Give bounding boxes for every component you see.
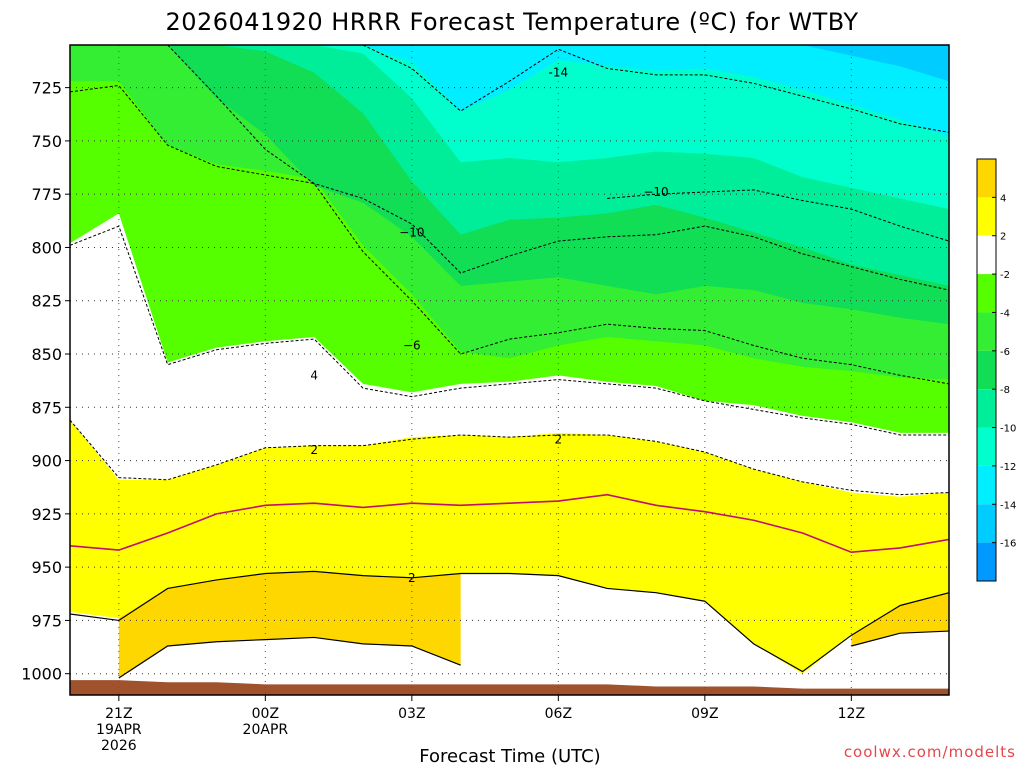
plot-frame [69,44,950,696]
colorbar-tick-label: -6 [1000,347,1010,358]
colorbar-swatch [977,427,996,466]
isotherm-line [70,419,949,496]
y-tick-label: 850 [31,345,62,364]
y-tick-label: 925 [31,505,62,524]
y-tick-label: 875 [31,398,62,417]
isotherm-label: -14 [549,66,569,80]
y-tick-label: 825 [31,292,62,311]
colorbar-tick-label: -12 [1000,462,1016,473]
isotherm-label: −10 [643,185,668,199]
y-tick-label: 800 [31,238,62,257]
colorbar-swatch [977,465,996,505]
isotherm-label: −10 [399,226,424,240]
colorbar-swatch [977,274,996,313]
y-tick-label: 1000 [21,665,62,684]
y-tick-label: 725 [31,79,62,98]
x-tick-label: 00Z [252,706,279,722]
colorbar-tick-label: 2 [1000,232,1006,243]
colorbar-swatch [977,159,996,198]
isotherm-label: 2 [310,443,318,457]
isotherm-line [362,45,949,133]
colorbar-swatch [977,542,996,581]
y-tick-label: 900 [31,452,62,471]
x-tick-label: 09Z [691,706,718,722]
isotherm-label: 4 [310,368,318,382]
temperature-band [70,45,949,137]
y-axis: 725 750 775 800 825 850 875 900 925 950 975 1000 [21,79,70,684]
x-tick-label: 06Z [545,706,572,722]
x-tick-label: 19APR [96,722,142,738]
colorbar-swatch [977,389,996,428]
x-tick-label: 21Z [105,706,132,722]
temperature-band [70,45,949,210]
colorbar-frame [976,158,997,582]
chart-title: 2026041920 HRRR Forecast Temperature (ºC… [165,8,858,36]
isotherm-line [70,225,949,436]
colorbar-tick-label: -10 [1000,424,1016,435]
isotherm-label: 2 [408,571,416,585]
x-tick-label: 2026 [101,738,137,754]
colorbar-tick-label: -16 [1000,539,1016,550]
ground-surface [70,680,949,695]
colorbar-tick-label: -4 [1000,308,1010,319]
isotherm-line [70,570,949,673]
y-tick-label: 775 [31,185,62,204]
x-tick-label: 03Z [398,706,425,722]
credit-text: coolwx.com/modelts [844,743,1016,761]
isotherm-line [70,84,949,385]
colorbar-swatch [977,504,996,543]
x-tick-label: 12Z [838,706,865,722]
y-tick-label: 950 [31,558,62,577]
isotherm-line [167,45,949,291]
colorbar: 4 2 -2 -4 -6 -8 -10 -12 -14 -16 [976,158,1016,582]
isotherm-line [118,630,949,679]
colorbar-tick-label: -14 [1000,500,1016,511]
temperature-band [70,45,949,82]
isotherm-label: −6 [403,338,421,352]
colorbar-tick-label: -8 [1000,385,1010,396]
colorbar-tick-label: -2 [1000,270,1010,281]
colorbar-tick-label: 4 [1000,193,1006,204]
colorbar-swatch [977,235,996,275]
colorbar-swatch [977,312,996,351]
colorbar-swatch [977,350,996,390]
isotherm-line [607,189,949,242]
x-axis-label: Forecast Time (UTC) [419,746,600,767]
isotherm-label: 2 [555,432,563,446]
isotherm-line [70,493,949,554]
colorbar-swatch [977,197,996,236]
x-tick-label: 20APR [243,722,289,738]
y-tick-label: 975 [31,611,62,630]
y-tick-label: 750 [31,132,62,151]
plot-area: -14 −10 −6 −10 4 2 2 2 [69,44,950,696]
